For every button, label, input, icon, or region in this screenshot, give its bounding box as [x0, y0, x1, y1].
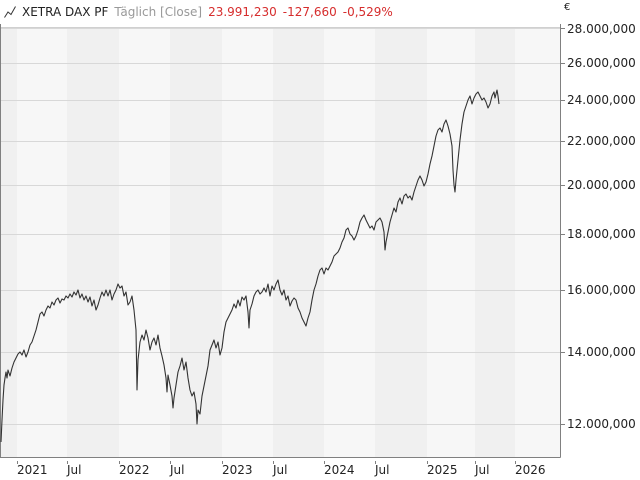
y-tick-label: 20.000,000: [567, 178, 636, 192]
frequency-label: Täglich [Close]: [114, 5, 203, 19]
x-tick-label: Jul: [67, 463, 82, 477]
last-price: 23.991,230: [208, 5, 277, 19]
chart-header: XETRA DAX PF Täglich [Close] 23.991,230 …: [0, 0, 564, 24]
y-tick-label: 16.000,000: [567, 283, 636, 297]
x-tick-label: 2023: [222, 463, 253, 477]
y-tick-label: 18.000,000: [567, 227, 636, 241]
y-tick-label: 22.000,000: [567, 134, 636, 148]
plot-frame: [0, 0, 561, 458]
line-chart-icon: [4, 6, 16, 18]
grid-lines: [1, 28, 560, 425]
x-tick-label: 2021: [17, 463, 48, 477]
y-tick-label: 28.000,000: [567, 22, 636, 36]
x-tick-label: 2025: [427, 463, 458, 477]
price-change-percent: -0,529%: [342, 5, 393, 19]
time-bands: [1, 28, 560, 457]
x-tick-label: Jul: [170, 463, 185, 477]
y-tick-label: 12.000,000: [567, 417, 636, 431]
x-tick-label: Jul: [475, 463, 490, 477]
header-divider: [1, 27, 560, 28]
x-tick-label: Jul: [273, 463, 288, 477]
y-axis-unit: €: [564, 2, 571, 13]
price-change: -127,660: [282, 5, 337, 19]
y-tick-label: 26.000,000: [567, 56, 636, 70]
y-tick-label: 24.000,000: [567, 93, 636, 107]
x-tick-label: 2026: [515, 463, 546, 477]
x-tick-label: Jul: [375, 463, 390, 477]
price-line: [0, 89, 500, 443]
x-tick-label: 2024: [324, 463, 355, 477]
y-tick-label: 14.000,000: [567, 345, 636, 359]
instrument-name: XETRA DAX PF: [22, 5, 109, 19]
y-ticks: [561, 28, 565, 425]
x-ticks: [17, 461, 516, 464]
x-tick-label: 2022: [119, 463, 150, 477]
